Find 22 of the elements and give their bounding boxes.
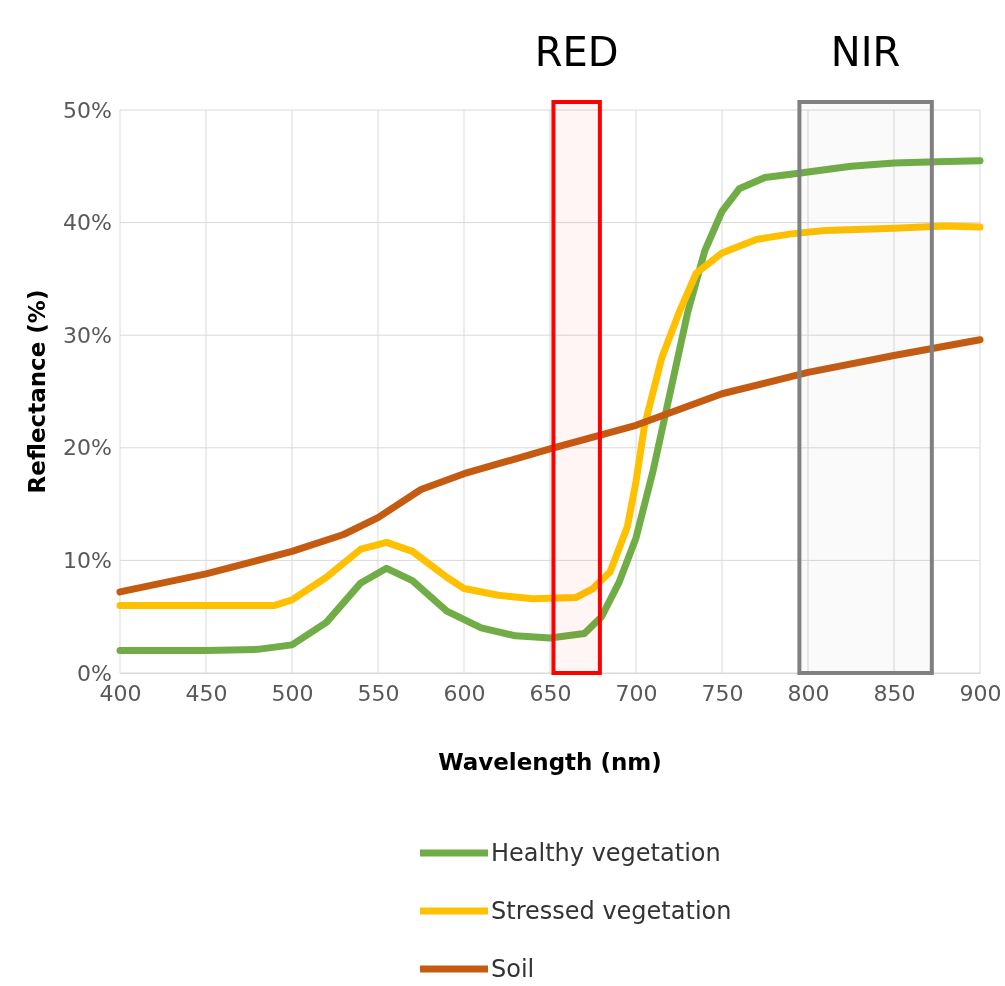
x-tick-label: 800 <box>787 680 830 706</box>
x-tick-label: 500 <box>271 680 314 706</box>
y-tick-label: 20% <box>63 435 112 461</box>
y-tick-label: 40% <box>63 210 112 236</box>
legend-label: Stressed vegetation <box>491 897 732 925</box>
x-tick-label: 900 <box>959 680 1002 706</box>
x-tick-label: 750 <box>701 680 744 706</box>
band-label: NIR <box>830 29 901 75</box>
x-tick-label: 650 <box>529 680 572 706</box>
x-tick-label: 550 <box>357 680 400 706</box>
y-tick-label: 30% <box>63 322 112 348</box>
x-tick-label: 850 <box>873 680 916 706</box>
x-tick-label: 600 <box>443 680 486 706</box>
y-axis-title: Reflectance (%) <box>24 289 50 494</box>
legend-label: Soil <box>491 955 535 983</box>
y-tick-label: 50% <box>63 97 112 123</box>
x-tick-label: 450 <box>185 680 228 706</box>
x-tick-label: 700 <box>615 680 658 706</box>
band-label: RED <box>534 29 619 75</box>
y-tick-label: 10% <box>63 547 112 573</box>
legend-label: Healthy vegetation <box>491 839 721 867</box>
x-axis-title: Wavelength (nm) <box>438 749 662 775</box>
